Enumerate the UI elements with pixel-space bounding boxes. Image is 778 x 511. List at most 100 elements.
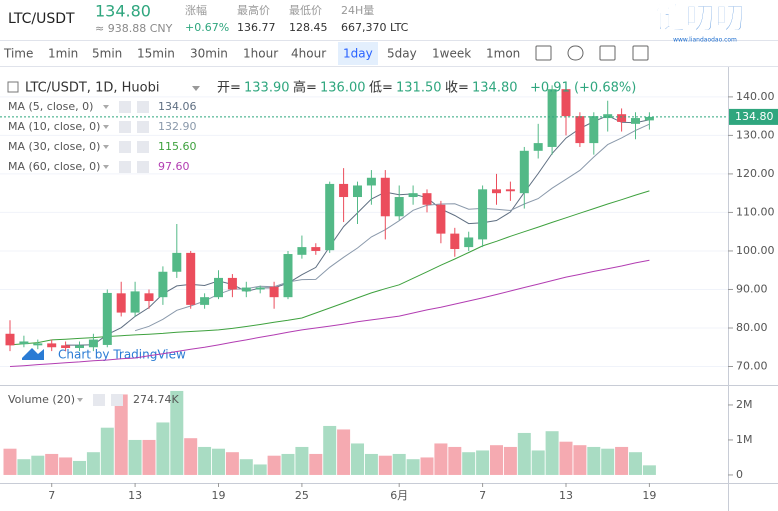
interval-button[interactable]: 30min	[190, 47, 228, 61]
x-tick-label: 19	[642, 489, 656, 502]
remove-icon[interactable]	[137, 121, 149, 133]
y-tick-label: 0	[736, 468, 743, 481]
volume-bar	[337, 429, 351, 475]
volume-bar	[156, 422, 170, 475]
candle-body	[19, 341, 29, 345]
volume-bar	[128, 439, 142, 475]
volume-bar	[462, 452, 476, 475]
remove-icon[interactable]	[137, 161, 149, 173]
candle-body	[603, 114, 613, 119]
candle-body	[450, 233, 460, 250]
volume-bar	[517, 432, 531, 475]
interval-button[interactable]: 1day	[343, 47, 373, 61]
candle-body	[353, 185, 362, 198]
volume-bar	[559, 441, 573, 475]
candle-body	[575, 116, 585, 144]
volume-bar	[476, 450, 490, 475]
candle-body	[505, 189, 515, 192]
interval-button[interactable]: Time	[3, 47, 33, 61]
candle-body	[547, 89, 557, 147]
volume-bar	[545, 431, 559, 475]
interval-button[interactable]: 5min	[92, 47, 122, 61]
candle-body	[116, 293, 126, 313]
volume-value: 274.74K	[133, 393, 179, 406]
dropdown-icon[interactable]	[103, 105, 109, 109]
volume-bar	[295, 446, 309, 475]
volume-title: Volume (20)	[8, 393, 75, 406]
interval-button[interactable]: 5day	[387, 47, 417, 61]
ohlc-value: 133.90	[244, 81, 290, 96]
candle-body	[200, 297, 210, 305]
volume-bar	[364, 453, 378, 475]
watermark: Chart by TradingView	[58, 348, 186, 362]
volume-bar	[198, 446, 212, 475]
candle-body	[422, 193, 432, 205]
logo: 链叨叨	[655, 2, 745, 37]
settings-icon[interactable]	[119, 141, 131, 153]
volume-bar	[253, 464, 267, 475]
volume-bar	[323, 425, 337, 475]
y-tick-label: 100.00	[736, 244, 775, 257]
price: 134.80	[95, 2, 151, 21]
legend-name: MA (30, close, 0)	[8, 140, 100, 153]
x-tick-label: 7	[48, 489, 55, 502]
volume-bar	[170, 390, 184, 475]
y-tick-label: 110.00	[736, 205, 775, 218]
settings-icon[interactable]	[93, 394, 105, 406]
settings-icon[interactable]	[119, 121, 131, 133]
interval-button[interactable]: 1min	[48, 47, 78, 61]
volume-bar	[281, 453, 295, 475]
volume-bar	[309, 453, 323, 475]
volume-bar	[17, 459, 31, 475]
ohlc-label: 高=	[293, 80, 317, 96]
volume-bar	[351, 443, 364, 475]
dropdown-icon[interactable]	[103, 165, 109, 169]
volume-bar	[378, 455, 392, 475]
y-tick-label: 70.00	[736, 360, 768, 373]
volume-bar	[601, 448, 615, 475]
candle-body	[519, 150, 529, 194]
y-tick-label: 130.00	[736, 128, 775, 141]
change: +0.91 (+0.68%)	[530, 81, 636, 96]
interval-button[interactable]: 4hour	[291, 47, 326, 61]
stat-label: 涨幅	[185, 4, 207, 17]
candle-body	[631, 118, 640, 124]
candle-body	[186, 252, 196, 305]
y-tick-label: 90.00	[736, 282, 768, 295]
interval-button[interactable]: 15min	[137, 47, 175, 61]
settings-icon[interactable]	[119, 101, 131, 113]
candle-body	[297, 247, 307, 255]
collapse-icon[interactable]	[7, 81, 19, 93]
dropdown-icon[interactable]	[103, 145, 109, 149]
volume-bar	[392, 453, 406, 475]
dropdown-icon[interactable]	[192, 86, 200, 91]
volume-bar	[406, 459, 420, 475]
toolbar-icons	[535, 45, 649, 61]
volume-bar	[642, 465, 656, 475]
candle-body	[339, 183, 349, 198]
interval-button[interactable]: 1mon	[486, 47, 520, 61]
stat-value: 128.45	[289, 21, 328, 34]
volume-bar	[114, 394, 128, 475]
dropdown-icon[interactable]	[77, 398, 83, 402]
candle-body	[478, 189, 488, 240]
settings-icon[interactable]	[119, 161, 131, 173]
stat-value: +0.67%	[185, 21, 229, 34]
volume-bar	[142, 439, 156, 475]
legend-name: MA (10, close, 0)	[8, 120, 100, 133]
remove-icon[interactable]	[137, 141, 149, 153]
dropdown-icon[interactable]	[103, 125, 109, 129]
interval-button[interactable]: 1hour	[243, 47, 278, 61]
stat-value: 136.77	[237, 21, 276, 34]
candle-body	[47, 343, 57, 348]
remove-icon[interactable]	[111, 394, 123, 406]
y-tick-label: 120.00	[736, 167, 775, 180]
volume-bar	[100, 427, 114, 475]
volume-bar	[45, 453, 59, 475]
x-tick-label: 25	[295, 489, 309, 502]
remove-icon[interactable]	[137, 101, 149, 113]
interval-button[interactable]: 1week	[432, 47, 471, 61]
candle-body	[227, 277, 237, 290]
